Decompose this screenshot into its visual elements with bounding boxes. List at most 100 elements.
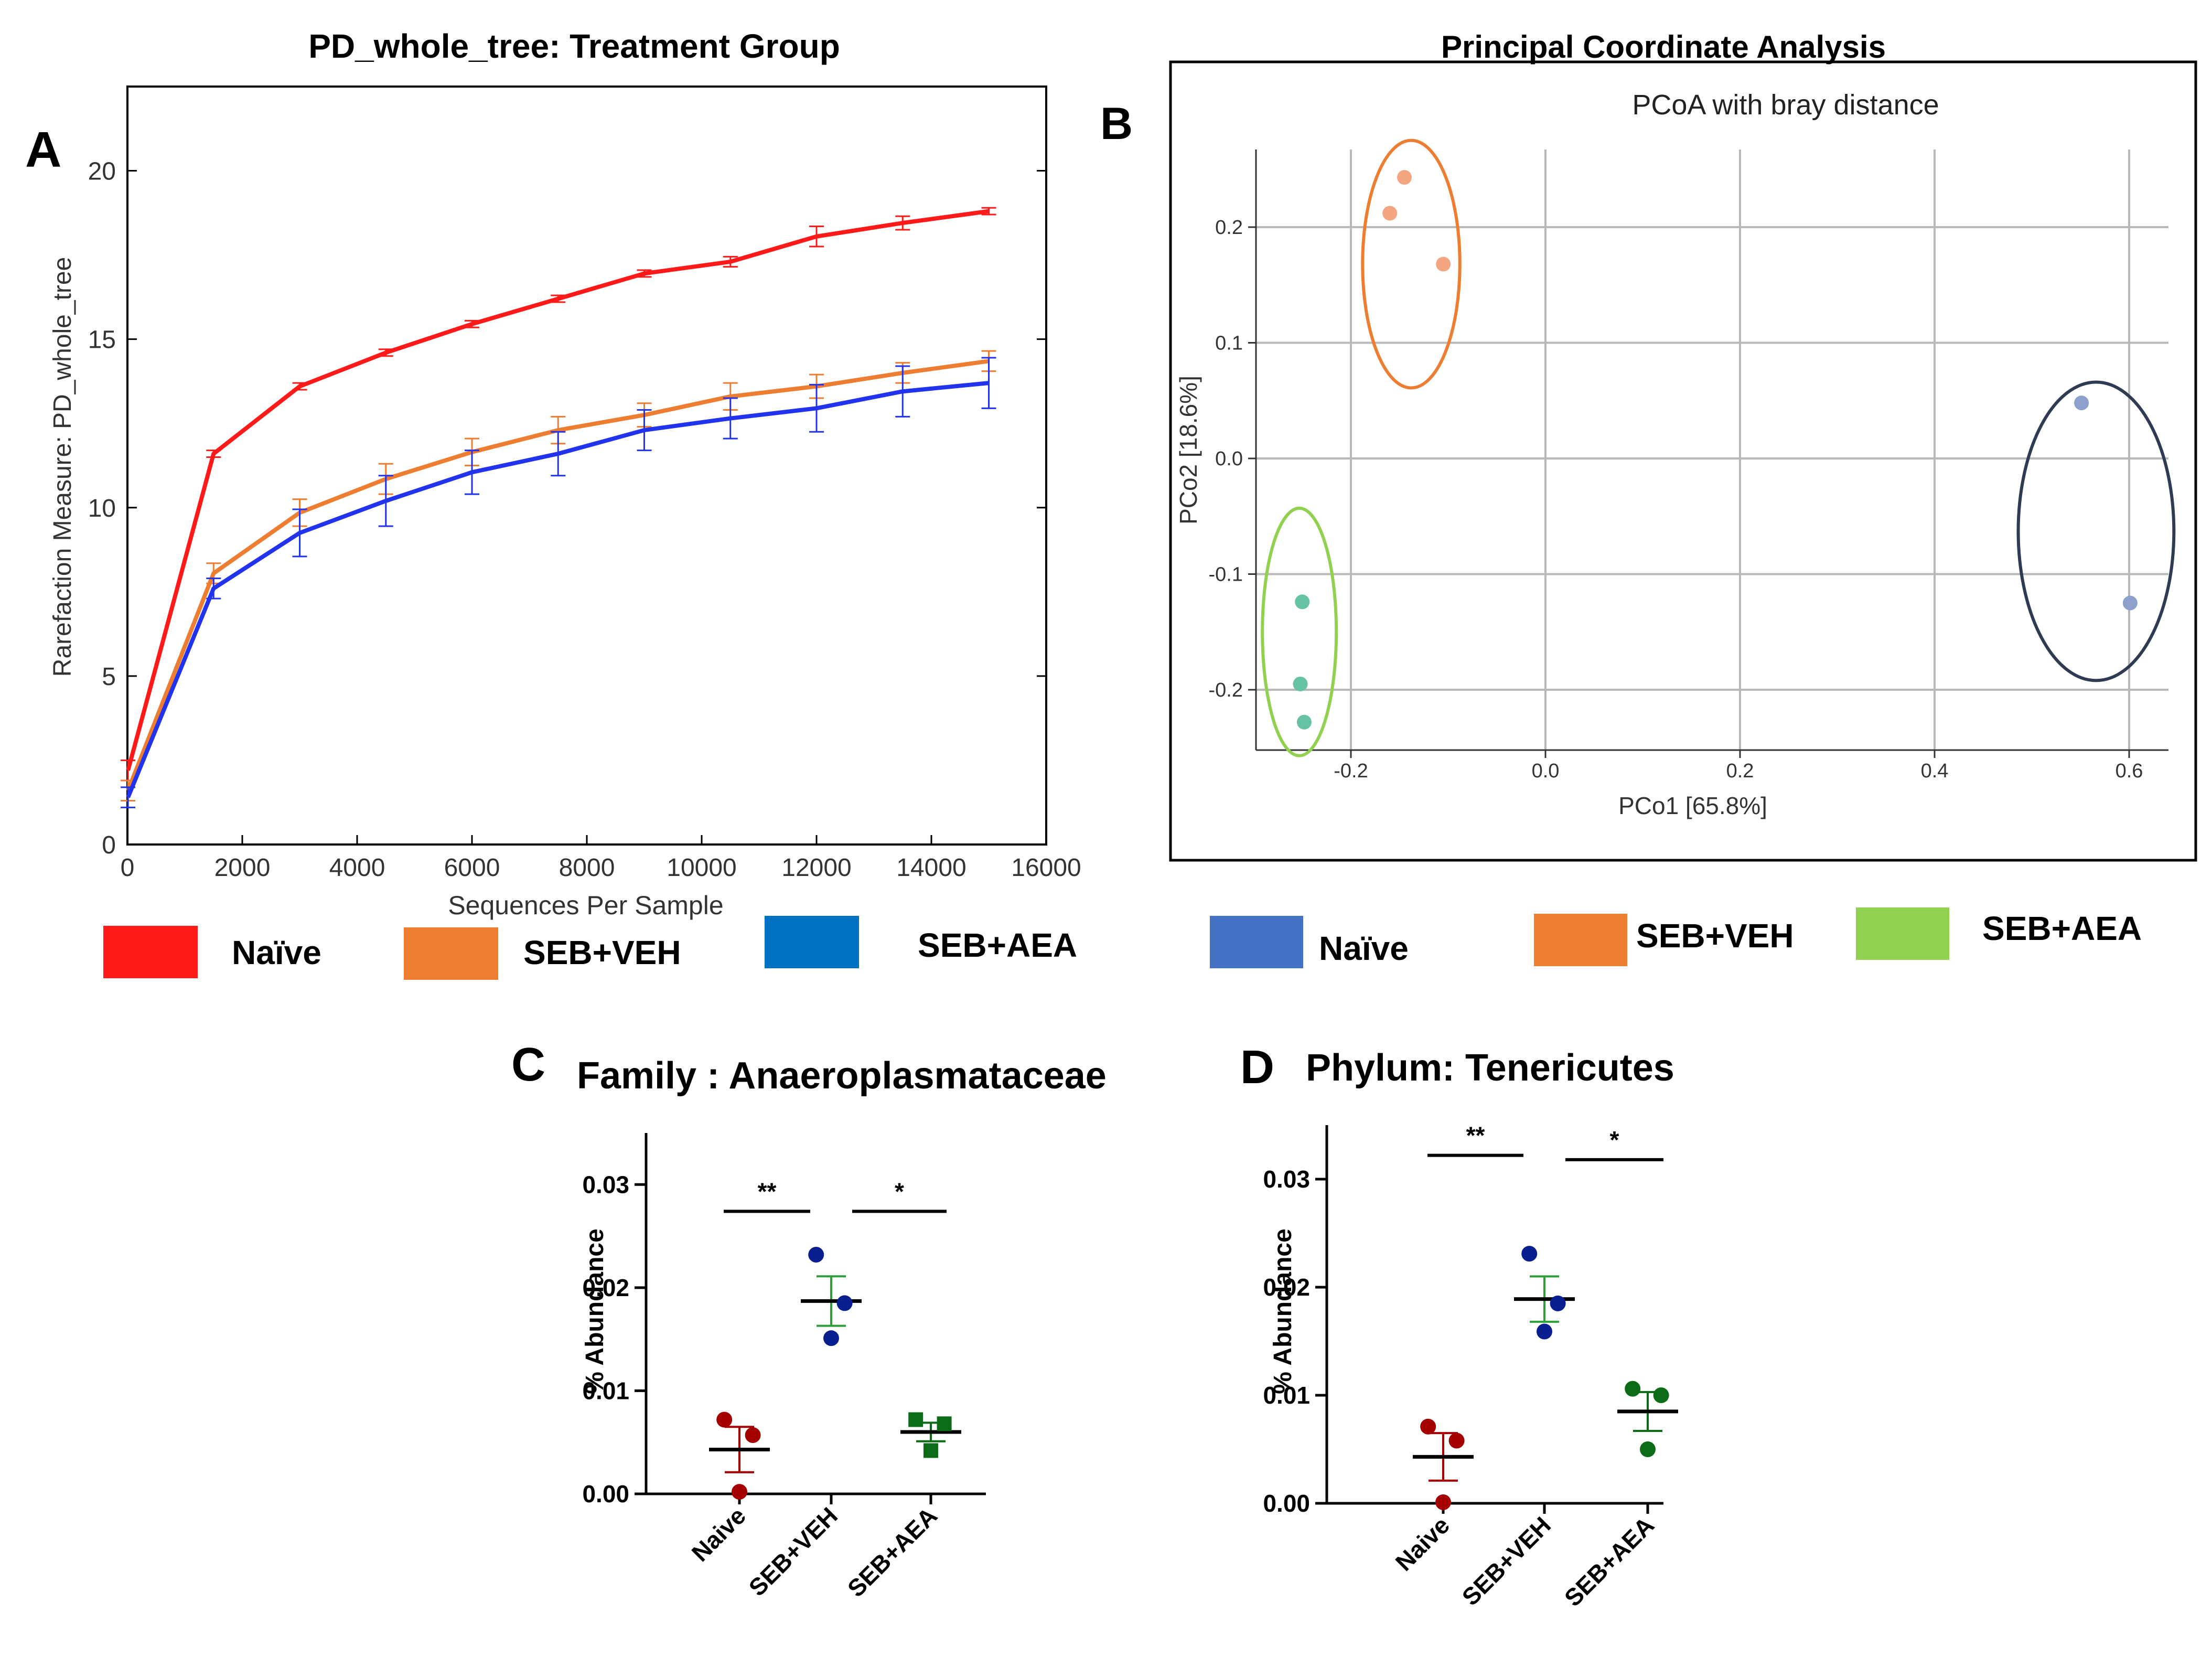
b-ytick-label: 0.0 bbox=[1215, 448, 1243, 470]
b-ellipse-na-ve bbox=[2016, 380, 2176, 682]
a-xtick-label: 6000 bbox=[444, 854, 500, 882]
panel-b-xlabel: PCo1 [65.8%] bbox=[1618, 792, 1767, 819]
b-ellipse-seb-veh bbox=[1361, 138, 1462, 390]
d-plot-point-seb-aea bbox=[1653, 1387, 1669, 1403]
d-plot-point-naive bbox=[1420, 1418, 1436, 1435]
a-series-line-seb-veh bbox=[126, 359, 990, 792]
c-plot-ytick-label: 0.03 bbox=[582, 1171, 629, 1198]
panel-b-outer-frame bbox=[1169, 60, 2197, 862]
a-xtick-label: 8000 bbox=[559, 854, 615, 882]
legend-b-label-naive: Naïve bbox=[1319, 929, 1409, 967]
d-plot-point-seb-aea bbox=[1625, 1381, 1641, 1397]
c-plot-point-seb-veh bbox=[808, 1246, 824, 1263]
b-ytick-label: 0.1 bbox=[1215, 333, 1243, 355]
c-plot-ytick-label: 0.00 bbox=[582, 1480, 629, 1508]
a-ytick-label: 10 bbox=[88, 495, 116, 522]
c-plot-ytick-label: 0.02 bbox=[582, 1274, 629, 1301]
a-series-line-na-ve bbox=[126, 209, 990, 771]
legend-a: Naïve SEB+VEH SEB+AEA bbox=[103, 916, 1077, 980]
panel-b-ylabel: PCo2 [18.6%] bbox=[1175, 376, 1202, 525]
d-plot-ytick-label: 0.03 bbox=[1263, 1166, 1310, 1193]
d-plot-point-naive bbox=[1435, 1494, 1451, 1510]
b-xtick-label: 0.0 bbox=[1532, 760, 1560, 782]
a-ytick-label: 15 bbox=[88, 326, 116, 354]
c-plot-point-seb-aea bbox=[937, 1416, 952, 1431]
d-plot-ytick-label: 0.02 bbox=[1263, 1274, 1310, 1301]
a-xtick-label: 2000 bbox=[214, 854, 271, 882]
panel-d-title: Phylum: Tenericutes bbox=[1306, 1047, 1674, 1089]
legend-a-swatch-seb-veh bbox=[404, 927, 498, 980]
legend-a-label-seb-aea: SEB+AEA bbox=[918, 926, 1077, 964]
legend-a-label-naive: Naïve bbox=[232, 934, 321, 971]
b-ytick-label: -0.1 bbox=[1209, 564, 1243, 586]
panel-b: B Principal Coordinate Analysis PCoA wit… bbox=[1100, 29, 2197, 862]
d-plot-point-seb-aea bbox=[1640, 1441, 1656, 1457]
d-plot-xtick-label: SEB+AEA bbox=[1559, 1511, 1659, 1611]
panel-a: A PD_whole_tree: Treatment Group Sequenc… bbox=[25, 27, 1081, 920]
b-point-seb-veh bbox=[1436, 256, 1451, 272]
legend-b-swatch-seb-aea bbox=[1856, 907, 1949, 960]
d-plot-point-seb-veh bbox=[1537, 1323, 1552, 1340]
panel-a-plot-frame bbox=[126, 85, 1047, 846]
legend-b-label-seb-veh: SEB+VEH bbox=[1636, 917, 1794, 955]
panel-a-xlabel: Sequences Per Sample bbox=[448, 891, 723, 920]
b-xtick-label: -0.2 bbox=[1334, 760, 1368, 782]
c-plot-xtick-label: SEB+VEH bbox=[744, 1502, 843, 1601]
legend-a-label-seb-veh: SEB+VEH bbox=[523, 934, 681, 971]
a-xtick-label: 0 bbox=[121, 854, 135, 882]
panel-a-letter: A bbox=[25, 122, 61, 178]
a-xtick-label: 16000 bbox=[1011, 854, 1081, 882]
panel-b-letter: B bbox=[1100, 99, 1133, 149]
a-ytick-label: 20 bbox=[88, 158, 116, 186]
c-plot-point-seb-aea bbox=[908, 1412, 924, 1427]
legend-a-swatch-seb-aea bbox=[765, 916, 859, 968]
b-xtick-label: 0.2 bbox=[1726, 760, 1754, 782]
panel-c-title: Family : Anaeroplasmataceae bbox=[577, 1055, 1107, 1097]
d-plot-sig-label: ** bbox=[1466, 1122, 1485, 1149]
c-plot-point-seb-veh bbox=[823, 1330, 839, 1346]
b-point-seb-aea bbox=[1293, 676, 1308, 691]
legend-b-label-seb-aea: SEB+AEA bbox=[1982, 910, 2142, 947]
d-plot-point-seb-veh bbox=[1521, 1246, 1538, 1262]
c-plot-sig-label: ** bbox=[758, 1178, 777, 1205]
b-point-na-ve bbox=[2122, 595, 2138, 611]
b-ytick-label: 0.2 bbox=[1215, 217, 1243, 239]
d-plot-point-naive bbox=[1448, 1432, 1465, 1449]
b-point-seb-veh bbox=[1397, 170, 1412, 185]
d-plot-xtick-label: SEB+VEH bbox=[1457, 1511, 1556, 1611]
panel-c: C Family : Anaeroplasmataceae % Abundanc… bbox=[511, 1039, 1107, 1602]
b-point-na-ve bbox=[2074, 395, 2089, 411]
b-xtick-label: 0.6 bbox=[2116, 760, 2143, 782]
panel-d-letter: D bbox=[1240, 1041, 1274, 1094]
a-xtick-label: 12000 bbox=[781, 854, 851, 882]
panel-d: D Phylum: Tenericutes % Abundance 0.00 0.… bbox=[1240, 1041, 1678, 1612]
d-plot-ytick-label: 0.00 bbox=[1263, 1490, 1310, 1517]
c-plot-ytick-label: 0.01 bbox=[582, 1377, 629, 1404]
b-ellipse-seb-aea bbox=[1261, 506, 1338, 757]
panel-d-ylabel: % Abundance bbox=[1269, 1228, 1297, 1394]
panel-a-title: PD_whole_tree: Treatment Group bbox=[308, 27, 840, 65]
b-point-seb-veh bbox=[1382, 206, 1398, 221]
c-plot-xtick-label: Naive bbox=[686, 1502, 751, 1567]
panel-b-title: Principal Coordinate Analysis bbox=[1441, 29, 1886, 65]
legend-b-swatch-naive bbox=[1210, 916, 1303, 968]
c-plot-sig-label: * bbox=[895, 1178, 904, 1205]
b-xtick-label: 0.4 bbox=[1921, 760, 1949, 782]
panel-c-ylabel: % Abundance bbox=[581, 1228, 609, 1394]
d-plot-sig-label: * bbox=[1610, 1126, 1619, 1153]
a-series-line-seb-aea bbox=[126, 381, 989, 798]
a-ytick-label: 0 bbox=[102, 831, 116, 859]
legend-b: Naïve SEB+VEH SEB+AEA bbox=[1210, 907, 2142, 968]
c-plot-point-naive bbox=[745, 1427, 761, 1443]
a-xtick-label: 10000 bbox=[667, 854, 736, 882]
legend-a-swatch-naive bbox=[103, 926, 198, 978]
panel-c-letter: C bbox=[511, 1039, 545, 1091]
a-xtick-label: 4000 bbox=[329, 854, 385, 882]
panel-a-ylabel: Rarefaction Measure: PD_whole_tree bbox=[49, 257, 77, 677]
legend-b-swatch-seb-veh bbox=[1534, 914, 1627, 966]
c-plot-point-naive bbox=[716, 1412, 733, 1428]
c-plot-xtick-label: SEB+AEA bbox=[842, 1502, 942, 1602]
d-plot-point-seb-veh bbox=[1550, 1295, 1566, 1311]
c-plot-point-naive bbox=[732, 1484, 747, 1500]
